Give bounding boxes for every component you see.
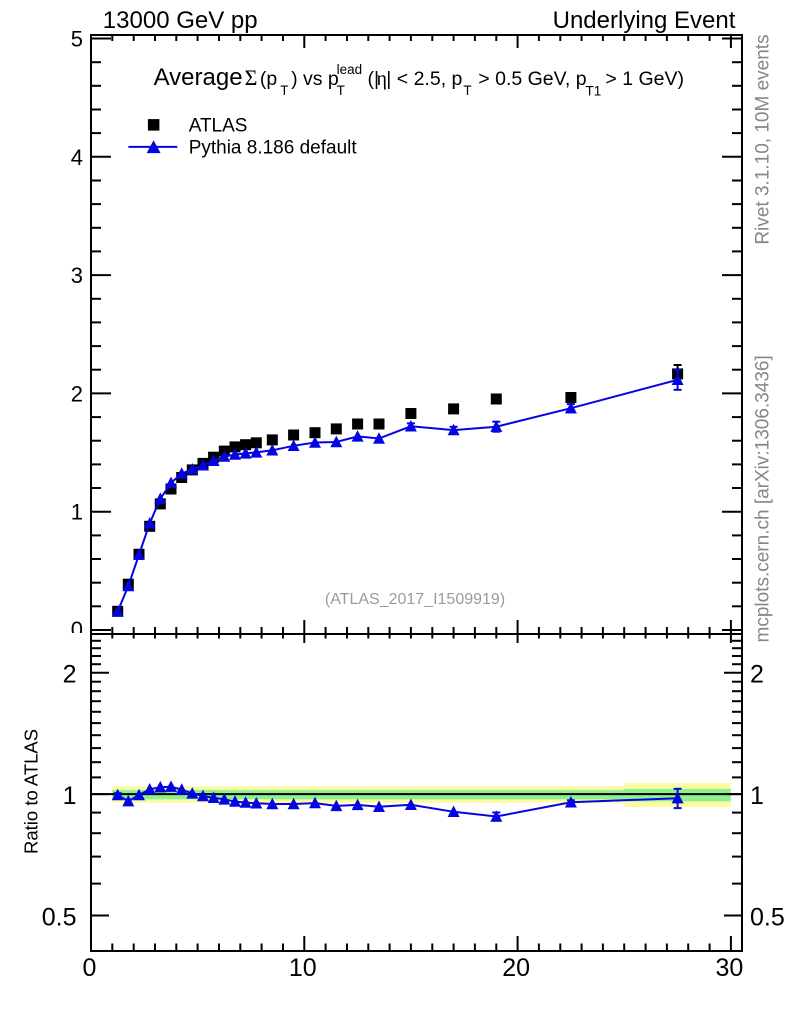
svg-text:T1: T1	[586, 84, 602, 99]
svg-text:T: T	[280, 83, 288, 98]
svg-text:(|: (|	[368, 68, 380, 90]
svg-text:(ATLAS_2017_I1509919): (ATLAS_2017_I1509919)	[325, 591, 505, 608]
svg-text:) vs p: ) vs p	[291, 68, 339, 90]
svg-text:10: 10	[289, 954, 317, 982]
svg-text:0.5: 0.5	[42, 904, 77, 932]
svg-text:30: 30	[715, 954, 743, 982]
svg-text:0.5: 0.5	[750, 904, 785, 932]
svg-text:T: T	[337, 83, 345, 98]
svg-text:0: 0	[83, 954, 97, 982]
svg-text:Underlying Event: Underlying Event	[553, 7, 736, 34]
svg-text:2: 2	[750, 661, 764, 689]
svg-text:2: 2	[63, 661, 77, 689]
svg-text:3: 3	[71, 263, 83, 288]
svg-text:mcplots.cern.ch [arXiv:1306.34: mcplots.cern.ch [arXiv:1306.3436]	[753, 355, 774, 642]
svg-text:> 1 GeV): > 1 GeV)	[605, 68, 684, 90]
svg-text:4: 4	[71, 145, 83, 170]
svg-text:Ratio to ATLAS: Ratio to ATLAS	[21, 729, 42, 854]
svg-text:1: 1	[63, 782, 77, 810]
svg-text:T: T	[463, 83, 471, 98]
svg-text:1: 1	[71, 500, 83, 525]
svg-text:Rivet 3.1.10, 10M events: Rivet 3.1.10, 10M events	[753, 34, 774, 244]
svg-text:13000 GeV pp: 13000 GeV pp	[103, 7, 258, 34]
svg-text:> 0.5 GeV, p: > 0.5 GeV, p	[478, 68, 586, 90]
svg-text:Σ: Σ	[245, 65, 258, 90]
svg-text:ATLAS: ATLAS	[189, 116, 248, 137]
svg-text:(p: (p	[260, 68, 277, 90]
svg-text:0: 0	[71, 617, 83, 642]
svg-text:Average: Average	[154, 64, 243, 91]
svg-text:1: 1	[750, 782, 764, 810]
svg-text:20: 20	[502, 954, 530, 982]
svg-text:η: η	[377, 68, 387, 90]
svg-text:| < 2.5, p: | < 2.5, p	[386, 68, 462, 90]
svg-text:Pythia 8.186 default: Pythia 8.186 default	[189, 137, 358, 158]
svg-text:2: 2	[71, 381, 83, 406]
svg-text:lead: lead	[337, 62, 363, 77]
svg-text:5: 5	[71, 27, 83, 52]
